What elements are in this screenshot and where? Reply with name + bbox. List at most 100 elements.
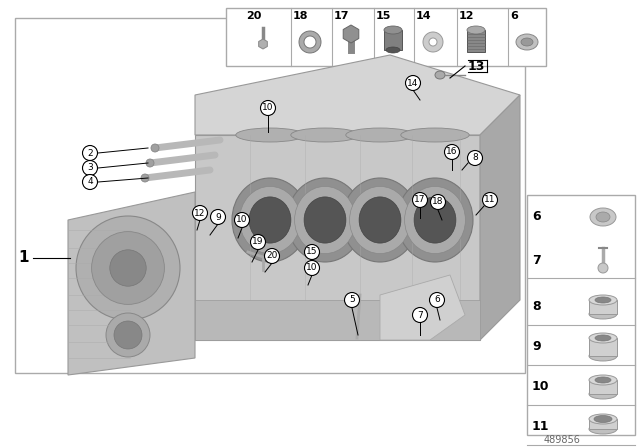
Text: 14: 14 [407,78,419,87]
Text: 6: 6 [434,296,440,305]
Circle shape [413,193,428,207]
Circle shape [344,293,360,307]
Ellipse shape [467,26,485,34]
Circle shape [467,151,483,165]
Ellipse shape [294,186,355,254]
Text: 10: 10 [307,263,317,272]
Ellipse shape [304,197,346,243]
Circle shape [250,234,266,250]
Text: 17: 17 [414,195,426,204]
Circle shape [76,216,180,320]
FancyBboxPatch shape [527,195,635,435]
Circle shape [83,175,97,190]
FancyBboxPatch shape [589,300,617,314]
Ellipse shape [239,186,300,254]
Text: 16: 16 [446,147,458,156]
Circle shape [406,76,420,90]
Text: 10: 10 [532,380,550,393]
FancyBboxPatch shape [467,30,485,52]
Ellipse shape [589,414,617,424]
Text: 10: 10 [262,103,274,112]
Circle shape [114,321,142,349]
Ellipse shape [384,26,402,34]
Ellipse shape [349,186,410,254]
Text: 18: 18 [293,11,308,21]
Circle shape [141,174,149,182]
Ellipse shape [346,128,414,142]
Ellipse shape [287,178,363,262]
FancyBboxPatch shape [226,8,546,66]
Circle shape [305,245,319,259]
Text: 7: 7 [417,310,423,319]
Text: 19: 19 [252,237,264,246]
FancyBboxPatch shape [589,419,617,429]
Circle shape [305,260,319,276]
Text: 1: 1 [18,250,29,266]
FancyBboxPatch shape [15,18,525,373]
Ellipse shape [595,377,611,383]
Text: 10: 10 [236,215,248,224]
Text: 12: 12 [195,208,205,217]
Circle shape [260,100,275,116]
Ellipse shape [589,309,617,319]
Text: 18: 18 [432,198,444,207]
Circle shape [151,144,159,152]
Ellipse shape [589,389,617,399]
Text: 17: 17 [334,11,349,21]
Circle shape [445,145,460,159]
Text: 15: 15 [307,247,317,257]
Text: 20: 20 [246,11,261,21]
Polygon shape [195,55,520,135]
Ellipse shape [386,47,400,53]
Polygon shape [68,192,195,375]
Ellipse shape [359,197,401,243]
Ellipse shape [589,424,617,434]
Ellipse shape [249,197,291,243]
Circle shape [110,250,146,286]
Ellipse shape [291,128,359,142]
Text: 4: 4 [87,177,93,186]
Polygon shape [380,275,465,340]
Circle shape [92,232,164,304]
Ellipse shape [236,128,304,142]
Text: 15: 15 [376,11,392,21]
Ellipse shape [589,333,617,343]
Text: 8: 8 [532,301,541,314]
FancyBboxPatch shape [384,30,402,50]
Ellipse shape [596,212,610,222]
Circle shape [264,249,280,263]
Circle shape [83,160,97,176]
Text: 20: 20 [266,251,278,260]
Circle shape [234,212,250,228]
Text: 6: 6 [532,211,541,224]
Ellipse shape [414,197,456,243]
Polygon shape [480,95,520,340]
Text: 3: 3 [87,164,93,172]
Text: 9: 9 [532,340,541,353]
Ellipse shape [401,128,469,142]
Circle shape [413,307,428,323]
Ellipse shape [594,415,612,422]
Ellipse shape [232,178,308,262]
Ellipse shape [589,351,617,361]
Circle shape [83,146,97,160]
Circle shape [211,210,225,224]
Ellipse shape [342,178,418,262]
Ellipse shape [521,38,533,46]
FancyBboxPatch shape [589,380,617,394]
Circle shape [431,194,445,210]
FancyBboxPatch shape [589,338,617,356]
Circle shape [483,193,497,207]
Text: 8: 8 [472,154,478,163]
Text: 7: 7 [532,254,541,267]
Ellipse shape [516,34,538,50]
Text: 6: 6 [510,11,518,21]
Text: 489856: 489856 [543,435,580,445]
Text: 13: 13 [468,60,485,73]
Circle shape [146,159,154,167]
Circle shape [193,206,207,220]
Ellipse shape [595,335,611,341]
Text: 9: 9 [215,212,221,221]
Polygon shape [195,135,480,340]
Polygon shape [259,39,268,49]
